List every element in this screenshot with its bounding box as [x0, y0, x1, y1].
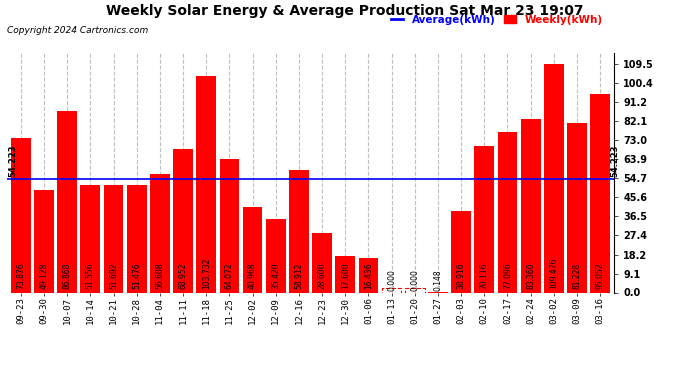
Text: 38.916: 38.916: [457, 263, 466, 290]
Text: 109.476: 109.476: [549, 258, 558, 290]
Text: 16.436: 16.436: [364, 263, 373, 290]
Legend: Average(kWh), Weekly(kWh): Average(kWh), Weekly(kWh): [391, 15, 603, 24]
Bar: [289, 170, 308, 292]
Text: 95.052: 95.052: [595, 263, 604, 290]
Text: 54.223: 54.223: [611, 145, 620, 177]
Text: 64.072: 64.072: [225, 263, 234, 290]
Text: 28.600: 28.600: [317, 263, 326, 290]
Text: 103.732: 103.732: [201, 258, 210, 290]
Text: Copyright 2024 Cartronics.com: Copyright 2024 Cartronics.com: [7, 26, 148, 35]
Bar: [359, 258, 378, 292]
Bar: [127, 185, 146, 292]
Bar: [451, 211, 471, 292]
Text: 35.420: 35.420: [271, 263, 280, 290]
Bar: [382, 288, 402, 292]
Text: 51.692: 51.692: [109, 263, 118, 290]
Text: 40.968: 40.968: [248, 263, 257, 290]
Bar: [11, 138, 30, 292]
Text: 81.228: 81.228: [573, 263, 582, 290]
Bar: [219, 159, 239, 292]
Bar: [57, 111, 77, 292]
Text: 0.148: 0.148: [433, 270, 442, 291]
Bar: [173, 148, 193, 292]
Text: 54.223: 54.223: [8, 145, 17, 177]
Text: 77.096: 77.096: [503, 262, 512, 290]
Bar: [266, 219, 286, 292]
Bar: [475, 146, 494, 292]
Bar: [81, 185, 100, 292]
Bar: [521, 118, 540, 292]
Text: 0.000: 0.000: [411, 270, 420, 291]
Bar: [497, 132, 518, 292]
Text: 51.556: 51.556: [86, 263, 95, 290]
Bar: [104, 184, 124, 292]
Bar: [243, 207, 262, 292]
Bar: [150, 174, 170, 292]
Bar: [567, 123, 587, 292]
Text: 70.116: 70.116: [480, 263, 489, 290]
Text: 17.600: 17.600: [341, 263, 350, 290]
Bar: [34, 190, 54, 292]
Bar: [591, 94, 610, 292]
Bar: [335, 256, 355, 292]
Text: 68.952: 68.952: [179, 263, 188, 290]
Text: 58.912: 58.912: [295, 263, 304, 290]
Bar: [544, 64, 564, 292]
Text: 56.608: 56.608: [155, 263, 164, 290]
Text: 83.360: 83.360: [526, 263, 535, 290]
Text: 51.476: 51.476: [132, 263, 141, 290]
Bar: [313, 233, 332, 292]
Text: 0.000: 0.000: [387, 270, 396, 291]
Text: 86.868: 86.868: [63, 263, 72, 290]
Text: 49.128: 49.128: [39, 263, 48, 290]
Text: 73.876: 73.876: [17, 263, 26, 290]
Bar: [197, 76, 216, 292]
Text: Weekly Solar Energy & Average Production Sat Mar 23 19:07: Weekly Solar Energy & Average Production…: [106, 4, 584, 18]
Bar: [405, 288, 424, 292]
